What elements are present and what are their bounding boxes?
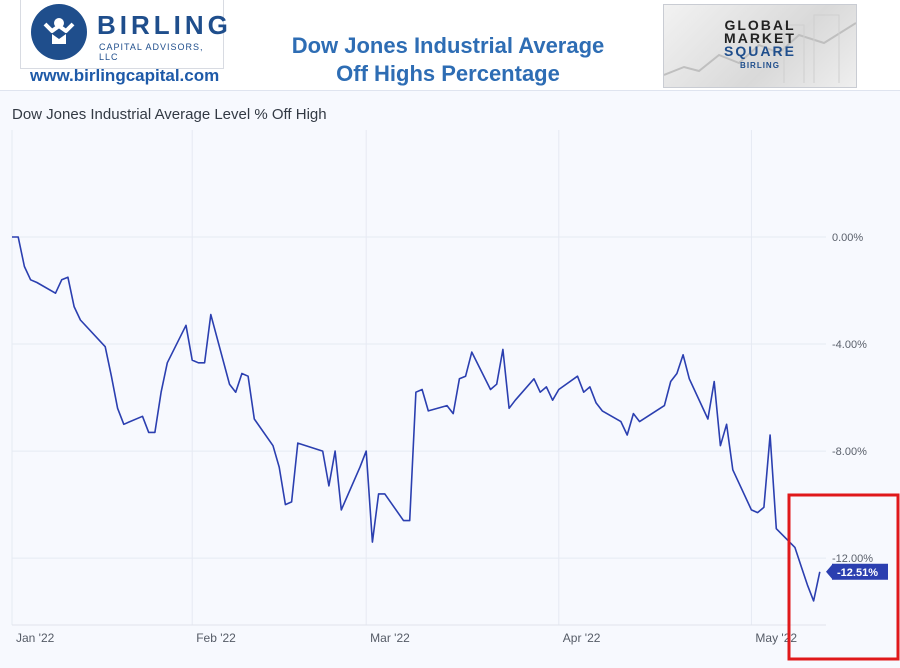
chart-title: Dow Jones Industrial Average Level % Off… xyxy=(12,106,327,123)
logo-brand-text: BIRLING xyxy=(97,10,232,40)
badge-line2: MARKET xyxy=(724,30,796,46)
y-tick-label: -4.00% xyxy=(832,339,867,351)
x-tick-label: Apr '22 xyxy=(563,631,601,645)
series-line-dow-off-high xyxy=(12,236,821,602)
last-value-label: -12.51% xyxy=(837,567,878,579)
global-market-square-badge: GLOBAL MARKET SQUARE BIRLING xyxy=(663,4,857,88)
x-tick-label: Mar '22 xyxy=(370,631,410,645)
y-tick-label: -12.00% xyxy=(832,553,873,565)
website-link[interactable]: www.birlingcapital.com xyxy=(30,66,220,85)
birling-logo: BIRLING CAPITAL ADVISORS, LLC xyxy=(20,0,228,69)
y-axis-ticks: 0.00% -4.00% -8.00% -12.00% xyxy=(832,232,873,565)
logo-emblem-icon xyxy=(31,4,87,60)
x-tick-label: Feb '22 xyxy=(196,631,236,645)
badge-line3: SQUARE xyxy=(724,43,796,59)
last-value-badge xyxy=(832,563,888,580)
logo-subtitle: CAPITAL ADVISORS, LLC xyxy=(99,42,204,62)
y-tick-label: 0.00% xyxy=(832,232,863,244)
report-title-line2: Off Highs Percentage xyxy=(336,61,560,86)
report-header: BIRLING CAPITAL ADVISORS, LLC www.birlin… xyxy=(0,0,900,90)
x-tick-label: May '22 xyxy=(755,631,797,645)
last-value-pointer xyxy=(826,564,832,579)
x-axis-ticks: Jan '22 Feb '22 Mar '22 Apr '22 May '22 xyxy=(16,631,797,645)
badge-line1: GLOBAL xyxy=(724,17,796,33)
badge-small-brand: BIRLING xyxy=(740,61,780,70)
badge-background-chart-icon xyxy=(664,14,856,83)
chart-panel xyxy=(0,90,900,668)
report-title: Dow Jones Industrial Average Off Highs P… xyxy=(258,32,638,88)
y-tick-label: -8.00% xyxy=(832,446,867,458)
highlight-box xyxy=(787,493,900,661)
last-value-marker: -12.51% xyxy=(826,563,888,580)
grid-lines xyxy=(11,130,826,626)
x-tick-label: Jan '22 xyxy=(16,631,55,645)
report-title-line1: Dow Jones Industrial Average xyxy=(291,33,605,58)
